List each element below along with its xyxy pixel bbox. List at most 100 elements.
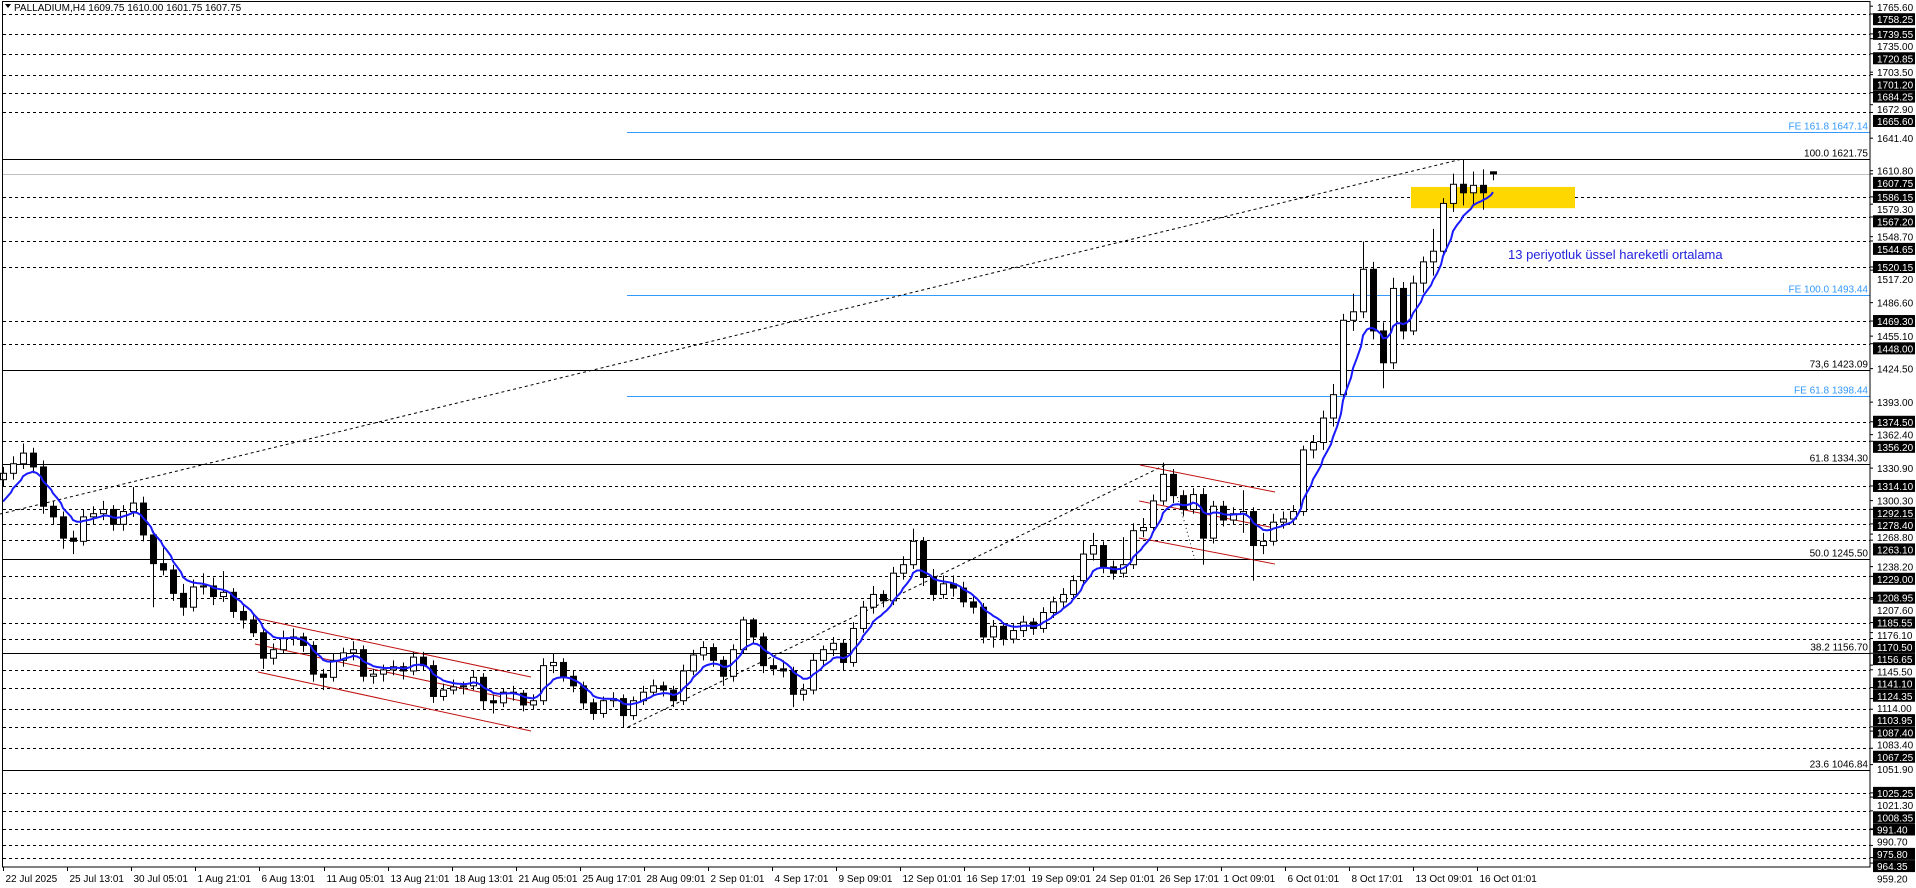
price-level-badge-bg [1873,78,1915,91]
price-level-badge: 1185.55 [1873,616,1915,630]
candle-body-bull [1090,545,1097,555]
candle-body-bull [1430,250,1437,263]
price-level-badge-bg [1873,726,1915,739]
candle [490,694,497,714]
candle-body-bull [1310,441,1317,451]
fib-retracement-label: 23.6 1046.84 [1810,760,1869,771]
price-level-badge: 1739.55 [1873,27,1915,41]
candle-body-bull [190,586,197,608]
price-level-badge-text: 1292.15 [1877,509,1914,520]
candle [700,641,707,661]
candle-body-bull [1450,183,1457,204]
channel-line[interactable] [1139,464,1276,493]
price-level-badge-text: 1067.25 [1877,753,1914,764]
time-tick-label: 18 Aug 13:01 [455,874,514,885]
candle-body-bear [1400,287,1407,332]
time-tick-label: 11 Aug 05:01 [327,874,386,885]
price-level-badge-text: 1544.65 [1877,245,1914,256]
candle [650,679,657,697]
candle [990,619,997,648]
candle [1450,173,1457,212]
price-tick-label: 1455.10 [1877,332,1914,343]
price-level-badge-text: 991.40 [1877,825,1908,836]
candle-body-bear [1180,495,1187,510]
candle-body-bear [920,540,927,578]
triangle-down-icon[interactable] [5,4,11,8]
price-level-badge-text: 1720.85 [1877,54,1914,65]
price-level-badge-text: 1607.75 [1877,179,1914,190]
fib-retracement-label: 38.2 1156.70 [1810,643,1868,654]
candle-body-bear [50,505,57,518]
support-zone-rect[interactable] [1411,186,1575,209]
channel-line[interactable] [1138,537,1276,565]
candle-body-bull [1150,500,1157,529]
candle [1260,532,1267,555]
candle [780,660,787,678]
candle [170,564,177,601]
candle-body-bull [500,691,507,704]
price-level-badge: 1156.65 [1873,653,1915,666]
trendline[interactable] [0,158,1463,515]
candle-body-bull [1350,311,1357,321]
price-level-badge-bg [1873,591,1915,604]
price-tick-label: 1735.00 [1877,42,1914,53]
candle [260,628,267,669]
candle-body-bear [250,619,257,634]
candle-body-bull [90,513,97,518]
fib-expansion-label: FE 100.0 1493.44 [1788,285,1868,296]
price-tick-label: 1579.30 [1877,205,1914,216]
price-level-badge: 1229.00 [1873,572,1915,586]
candle [1310,435,1317,459]
price-level-badge-bg [1873,677,1915,690]
time-tick-label: 2 Sep 01:01 [711,874,765,885]
price-level-badge-text: 1448.00 [1877,344,1914,355]
price-level-badge-bg [1873,543,1915,556]
candle [620,694,627,728]
candle [1410,275,1417,336]
candle [880,590,887,608]
channel-line[interactable] [257,671,532,732]
fib-retracement-label: 100.0 1621.75 [1804,149,1868,160]
candle-body-bear [150,534,157,565]
candle-body-bull [1360,268,1367,313]
price-level-badge-text: 1185.55 [1877,619,1913,630]
price-level-badge-bg [1873,847,1915,860]
price-level-badge: 991.40 [1873,823,1915,836]
candle-body-bull [1470,184,1477,194]
candle [30,447,37,474]
price-level-badge-text: 1758.25 [1877,15,1914,26]
candle [830,636,837,657]
candle [90,506,97,525]
candle-body-bear [970,601,977,608]
price-level-badge-bg [1873,176,1915,189]
price-level-badge-bg [1873,342,1915,355]
price-level-badge-text: 1567.20 [1877,217,1914,228]
time-tick-label: 24 Sep 01:01 [1096,874,1156,885]
candle-body-bull [690,654,697,672]
candle-body-bull [1050,601,1057,614]
candle [860,600,867,633]
candle [1470,171,1477,206]
candle [1180,490,1187,516]
candle [1060,588,1067,608]
price-level-badge-bg [1873,215,1915,228]
price-level-badge-bg [1873,52,1915,65]
price-level-badge-bg [1873,860,1915,873]
price-level-badge-text: 1739.55 [1877,30,1914,41]
candle-body-bull [550,661,557,667]
price-level-badge: 1314.10 [1873,479,1915,493]
ema-13-line[interactable] [2,191,1494,706]
candle-body-bear [720,659,727,677]
time-tick-label: 8 Oct 17:01 [1352,874,1404,885]
candle [820,645,827,667]
price-level-badge-bg [1873,27,1915,40]
candle-body-bull [460,685,467,688]
price-level-badge: 1701.20 [1873,78,1915,91]
channel-line[interactable] [254,617,532,678]
price-level-badge-bg [1873,13,1915,26]
candle-body-bear [1170,473,1177,497]
time-tick-label: 19 Sep 09:01 [1032,874,1092,885]
price-level-badge-text: 975.80 [1877,850,1908,861]
